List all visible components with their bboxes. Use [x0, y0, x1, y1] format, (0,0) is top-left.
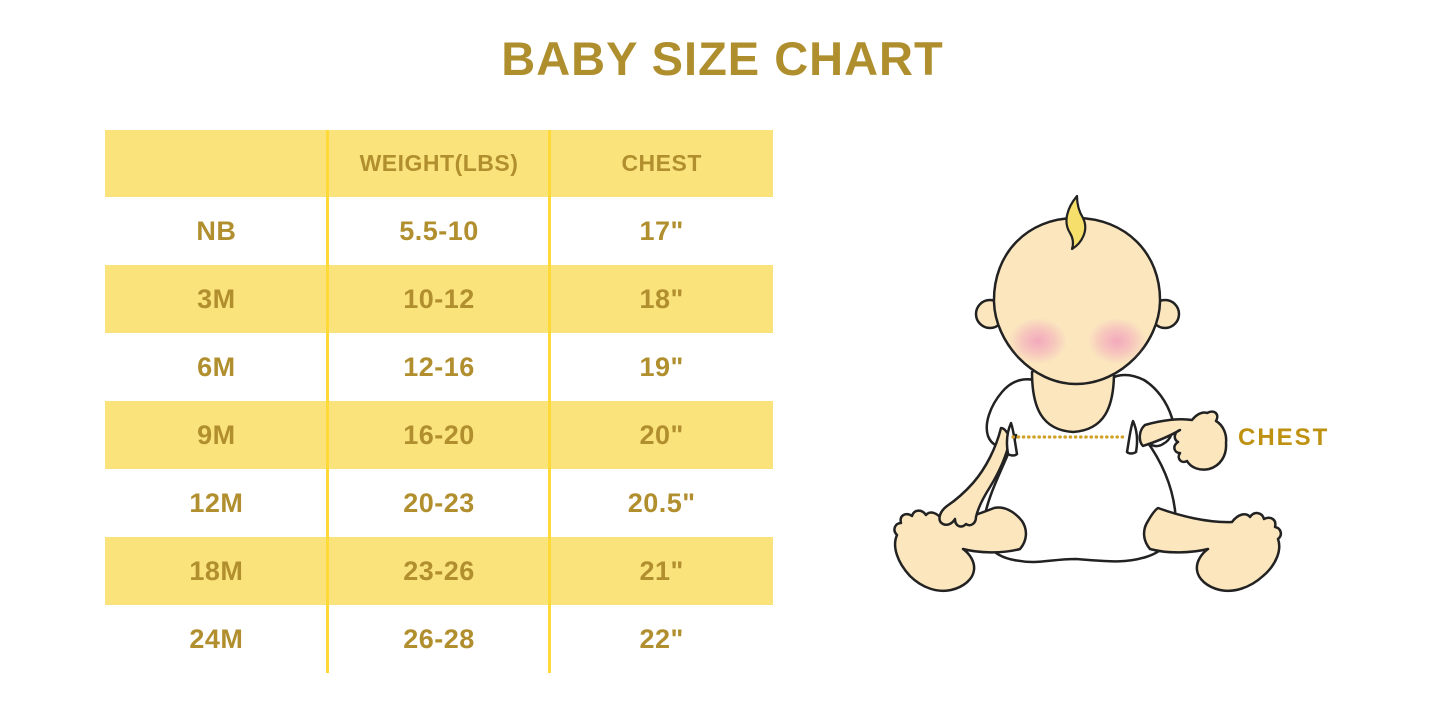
header-weight: WEIGHT(LBS) [359, 150, 519, 176]
table-row: 18M 23-26 21" [105, 537, 773, 605]
baby-left-leg [893, 506, 1028, 593]
header-size [105, 130, 328, 197]
chest-cell: 22" [639, 623, 684, 654]
size-cell: 12M [189, 487, 244, 518]
page-title: BABY SIZE CHART [501, 32, 944, 85]
chest-cell: 18" [639, 283, 684, 314]
baby-right-blush [1088, 318, 1146, 364]
size-cell: 18M [189, 555, 244, 586]
sleeve-notch-right [1125, 419, 1139, 455]
column-divider [326, 130, 329, 673]
header-chest: CHEST [621, 150, 702, 176]
baby-left-blush [1009, 318, 1067, 364]
table-row: NB 5.5-10 17" [105, 197, 773, 265]
baby-hair-curl [1065, 194, 1087, 251]
chest-cell: 20.5" [627, 487, 696, 518]
weight-cell: 10-12 [403, 283, 475, 314]
chest-measure-label: CHEST [1238, 424, 1330, 451]
size-cell: 3M [197, 283, 236, 314]
column-divider [548, 130, 551, 673]
baby-figure [893, 194, 1283, 593]
baby-right-leg [1142, 506, 1283, 593]
weight-cell: 20-23 [403, 487, 475, 518]
size-cell: 9M [197, 419, 236, 450]
chest-cell: 19" [639, 351, 684, 382]
chest-cell: 21" [639, 555, 684, 586]
table-row: 24M 26-28 22" [105, 605, 773, 673]
table-header-row: WEIGHT(LBS) CHEST [105, 130, 773, 197]
table-row: 3M 10-12 18" [105, 265, 773, 333]
baby-right-arm-fist [1138, 410, 1228, 471]
table-row: 6M 12-16 19" [105, 333, 773, 401]
weight-cell: 16-20 [403, 419, 475, 450]
weight-cell: 12-16 [403, 351, 475, 382]
table-row: 9M 16-20 20" [105, 401, 773, 469]
chest-cell: 20" [639, 419, 684, 450]
chest-cell: 17" [639, 215, 684, 246]
size-cell: 24M [189, 623, 244, 654]
table-row: 12M 20-23 20.5" [105, 469, 773, 537]
size-cell: 6M [197, 351, 236, 382]
weight-cell: 26-28 [403, 623, 475, 654]
size-cell: NB [196, 215, 237, 246]
baby-left-arm [938, 426, 1012, 528]
weight-cell: 5.5-10 [399, 215, 479, 246]
size-table: WEIGHT(LBS) CHEST NB 5.5-10 17" 3M 10-12… [105, 130, 773, 673]
weight-cell: 23-26 [403, 555, 475, 586]
baby-illustration: CHEST [880, 180, 1360, 620]
